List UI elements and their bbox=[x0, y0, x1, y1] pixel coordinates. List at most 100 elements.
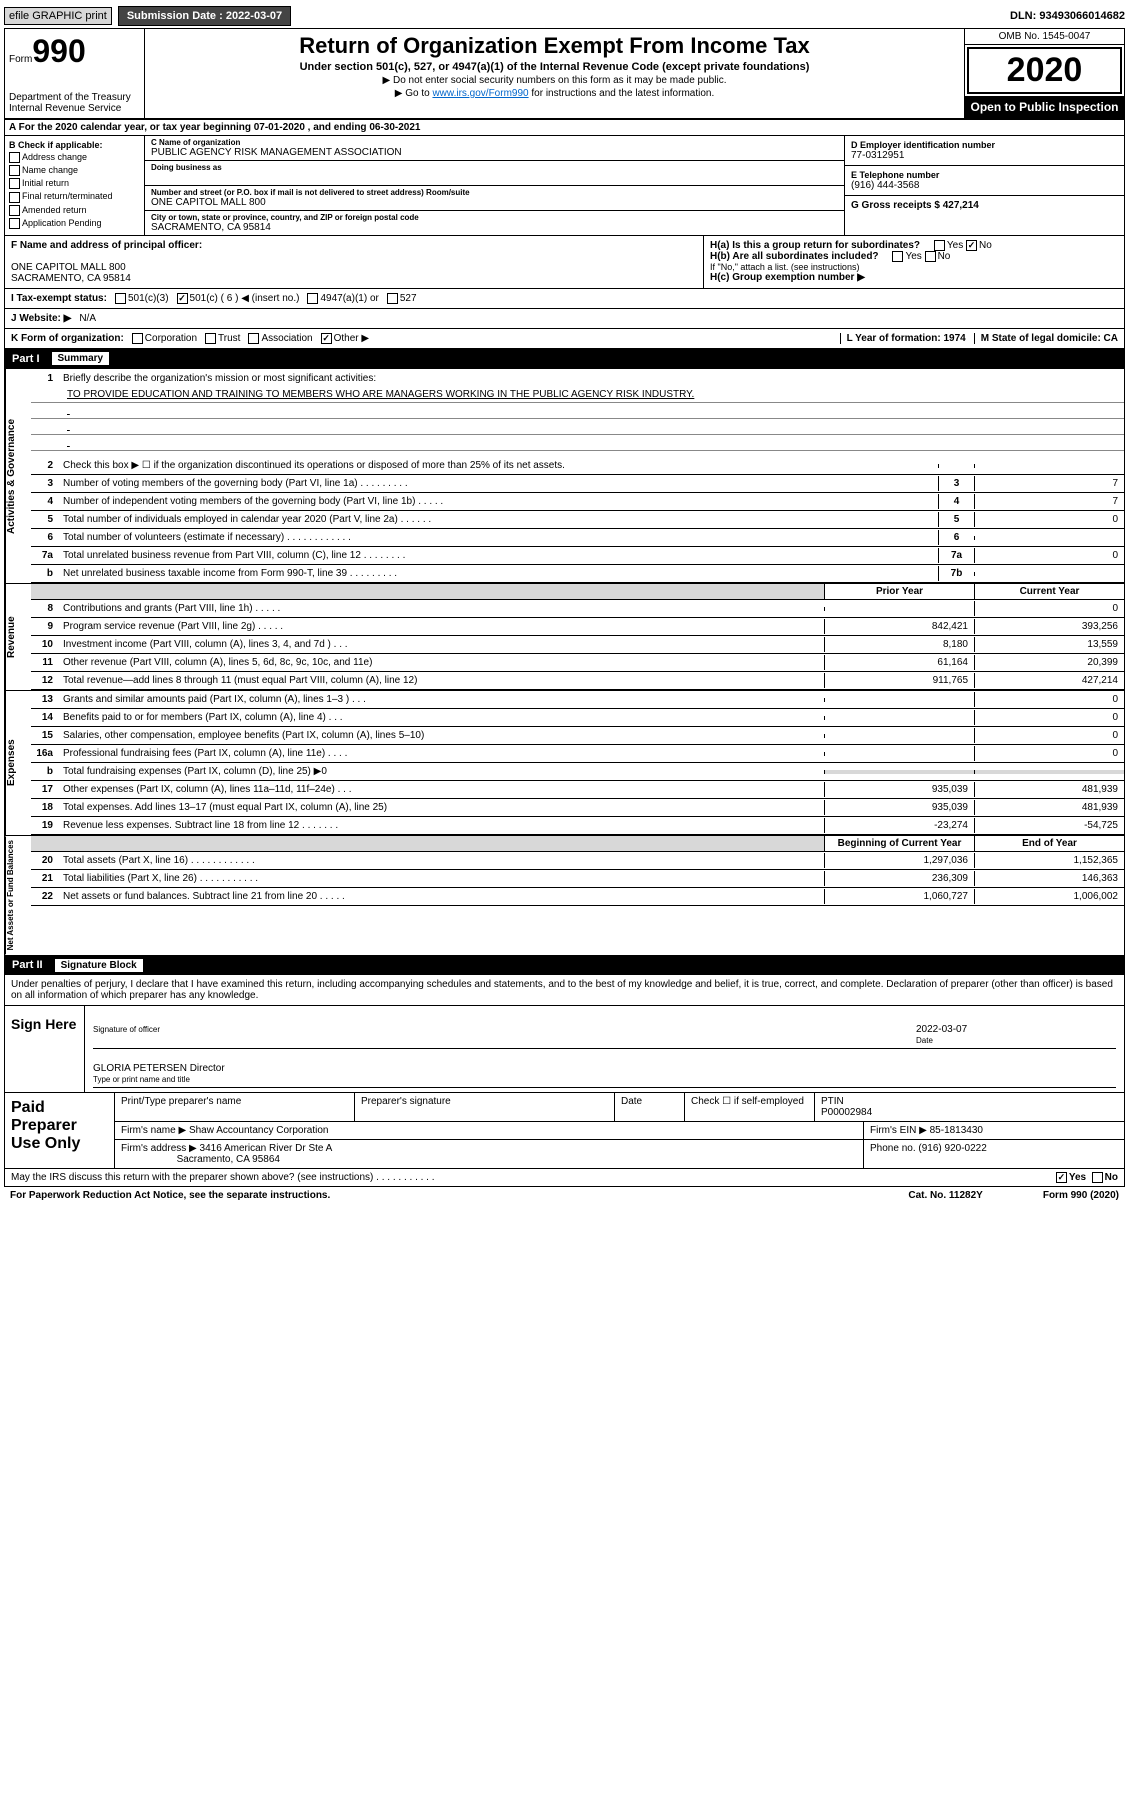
netassets-section: Net Assets or Fund Balances Beginning of… bbox=[4, 836, 1125, 955]
chk-final-return[interactable]: Final return/terminated bbox=[9, 191, 140, 202]
data-line: 11Other revenue (Part VIII, column (A), … bbox=[31, 654, 1124, 672]
gross-cell: G Gross receipts $ 427,214 bbox=[845, 196, 1124, 215]
gov-line: 6Total number of volunteers (estimate if… bbox=[31, 529, 1124, 547]
data-line: 15Salaries, other compensation, employee… bbox=[31, 727, 1124, 745]
ha-yes-chk[interactable] bbox=[934, 240, 945, 251]
tax-exempt-row: I Tax-exempt status: 501(c)(3) 501(c) ( … bbox=[4, 289, 1125, 309]
part-ii-header: Part II Signature Block bbox=[4, 956, 1125, 975]
firm-ein: Firm's EIN ▶ 85-1813430 bbox=[864, 1122, 1124, 1139]
chk-amended[interactable]: Amended return bbox=[9, 205, 140, 216]
hb-note: If "No," attach a list. (see instruction… bbox=[710, 262, 1118, 272]
preparer-block: Paid Preparer Use Only Print/Type prepar… bbox=[4, 1093, 1125, 1169]
data-line: 21Total liabilities (Part X, line 26) . … bbox=[31, 870, 1124, 888]
sign-here-block: Sign Here Signature of officer 2022-03-0… bbox=[4, 1006, 1125, 1093]
kform-row: K Form of organization: Corporation Trus… bbox=[4, 329, 1125, 349]
governance-section: Activities & Governance 1Briefly describ… bbox=[4, 368, 1125, 584]
data-line: 14Benefits paid to or for members (Part … bbox=[31, 709, 1124, 727]
gov-line: 3Number of voting members of the governi… bbox=[31, 475, 1124, 493]
perjury-text: Under penalties of perjury, I declare th… bbox=[4, 975, 1125, 1006]
open-public-badge: Open to Public Inspection bbox=[965, 96, 1124, 118]
gov-line: 5Total number of individuals employed in… bbox=[31, 511, 1124, 529]
dba-cell: Doing business as bbox=[145, 161, 844, 186]
irs-link[interactable]: www.irs.gov/Form990 bbox=[432, 88, 528, 99]
revenue-section: Revenue Prior Year Current Year 8Contrib… bbox=[4, 584, 1125, 691]
efile-label: efile GRAPHIC print bbox=[4, 7, 112, 25]
chk-trust[interactable]: Trust bbox=[205, 333, 240, 344]
data-line: bTotal fundraising expenses (Part IX, co… bbox=[31, 763, 1124, 781]
form-header: Form990 Department of the Treasury Inter… bbox=[4, 28, 1125, 120]
prep-sig-head: Preparer's signature bbox=[355, 1093, 615, 1121]
part-i-header: Part I Summary bbox=[4, 349, 1125, 368]
firm-addr: Firm's address ▶ 3416 American River Dr … bbox=[115, 1140, 864, 1168]
chk-501c[interactable]: 501(c) ( 6 ) ◀ (insert no.) bbox=[177, 293, 300, 304]
gov-line: bNet unrelated business taxable income f… bbox=[31, 565, 1124, 583]
city-cell: City or town, state or province, country… bbox=[145, 211, 844, 235]
ein-cell: D Employer identification number 77-0312… bbox=[845, 136, 1124, 166]
officer-name-line: GLORIA PETERSEN DirectorType or print na… bbox=[93, 1061, 1116, 1088]
hb-no-chk[interactable] bbox=[925, 251, 936, 262]
gov-line: 4Number of independent voting members of… bbox=[31, 493, 1124, 511]
gov-line: 2Check this box ▶ ☐ if the organization … bbox=[31, 457, 1124, 475]
vlabel-governance: Activities & Governance bbox=[5, 369, 31, 583]
chk-address-change[interactable]: Address change bbox=[9, 152, 140, 163]
org-name-cell: C Name of organization PUBLIC AGENCY RIS… bbox=[145, 136, 844, 161]
vlabel-netassets: Net Assets or Fund Balances bbox=[5, 836, 31, 954]
omb-number: OMB No. 1545-0047 bbox=[965, 29, 1124, 45]
ha-group-return: H(a) Is this a group return for subordin… bbox=[710, 240, 1118, 251]
data-line: 12Total revenue—add lines 8 through 11 (… bbox=[31, 672, 1124, 690]
footer-row: For Paperwork Reduction Act Notice, see … bbox=[4, 1187, 1125, 1204]
chk-name-change[interactable]: Name change bbox=[9, 165, 140, 176]
data-line: 20Total assets (Part X, line 16) . . . .… bbox=[31, 852, 1124, 870]
state-domicile: M State of legal domicile: CA bbox=[974, 333, 1118, 344]
row-a-period: A For the 2020 calendar year, or tax yea… bbox=[4, 120, 1125, 136]
dln: DLN: 93493066014682 bbox=[1010, 10, 1125, 22]
discuss-row: May the IRS discuss this return with the… bbox=[4, 1169, 1125, 1187]
website-row: J Website: ▶ N/A bbox=[4, 309, 1125, 329]
data-line: 17Other expenses (Part IX, column (A), l… bbox=[31, 781, 1124, 799]
chk-527[interactable]: 527 bbox=[387, 293, 417, 304]
ha-no-chk[interactable] bbox=[966, 240, 977, 251]
form-number: 990 bbox=[32, 33, 85, 69]
street-cell: Number and street (or P.O. box if mail i… bbox=[145, 186, 844, 211]
col-heads-net: Beginning of Current Year End of Year bbox=[31, 836, 1124, 852]
form-subtitle: Under section 501(c), 527, or 4947(a)(1)… bbox=[153, 61, 956, 73]
officer-sig-line[interactable]: Signature of officer 2022-03-07Date bbox=[93, 1022, 1116, 1049]
chk-501c3[interactable]: 501(c)(3) bbox=[115, 293, 169, 304]
data-line: 16aProfessional fundraising fees (Part I… bbox=[31, 745, 1124, 763]
data-line: 18Total expenses. Add lines 13–17 (must … bbox=[31, 799, 1124, 817]
data-line: 9Program service revenue (Part VIII, lin… bbox=[31, 618, 1124, 636]
discuss-yes-chk[interactable] bbox=[1056, 1172, 1067, 1183]
chk-4947[interactable]: 4947(a)(1) or bbox=[307, 293, 378, 304]
data-line: 19Revenue less expenses. Subtract line 1… bbox=[31, 817, 1124, 835]
prep-self-emp[interactable]: Check ☐ if self-employed bbox=[685, 1093, 815, 1121]
chk-initial-return[interactable]: Initial return bbox=[9, 178, 140, 189]
col-heads-revenue: Prior Year Current Year bbox=[31, 584, 1124, 600]
hb-yes-chk[interactable] bbox=[892, 251, 903, 262]
officer-row: F Name and address of principal officer:… bbox=[4, 236, 1125, 289]
data-line: 10Investment income (Part VIII, column (… bbox=[31, 636, 1124, 654]
dept-label: Department of the Treasury Internal Reve… bbox=[9, 92, 140, 114]
vlabel-expenses: Expenses bbox=[5, 691, 31, 835]
chk-app-pending[interactable]: Application Pending bbox=[9, 218, 140, 229]
chk-corp[interactable]: Corporation bbox=[132, 333, 197, 344]
tel-cell: E Telephone number (916) 444-3568 bbox=[845, 166, 1124, 196]
mission-text: TO PROVIDE EDUCATION AND TRAINING TO MEM… bbox=[31, 387, 1124, 403]
form-title: Return of Organization Exempt From Incom… bbox=[153, 33, 956, 59]
form-note-ssn: ▶ Do not enter social security numbers o… bbox=[153, 75, 956, 86]
chk-assoc[interactable]: Association bbox=[248, 333, 312, 344]
top-bar: efile GRAPHIC print Submission Date : 20… bbox=[4, 4, 1125, 28]
firm-phone: Phone no. (916) 920-0222 bbox=[864, 1140, 1124, 1168]
submission-date-btn[interactable]: Submission Date : 2022-03-07 bbox=[118, 6, 291, 26]
year-formation: L Year of formation: 1974 bbox=[840, 333, 966, 344]
discuss-no-chk[interactable] bbox=[1092, 1172, 1103, 1183]
prep-ptin: PTINP00002984 bbox=[815, 1093, 1124, 1121]
firm-name: Firm's name ▶ Shaw Accountancy Corporati… bbox=[115, 1122, 864, 1139]
form-word: Form bbox=[9, 54, 32, 65]
data-line: 8Contributions and grants (Part VIII, li… bbox=[31, 600, 1124, 618]
gov-line: 7aTotal unrelated business revenue from … bbox=[31, 547, 1124, 565]
chk-other[interactable]: Other ▶ bbox=[321, 333, 369, 344]
prep-date-head: Date bbox=[615, 1093, 685, 1121]
vlabel-revenue: Revenue bbox=[5, 584, 31, 690]
data-line: 22Net assets or fund balances. Subtract … bbox=[31, 888, 1124, 906]
col-b-checkboxes: B Check if applicable: Address change Na… bbox=[5, 136, 145, 235]
